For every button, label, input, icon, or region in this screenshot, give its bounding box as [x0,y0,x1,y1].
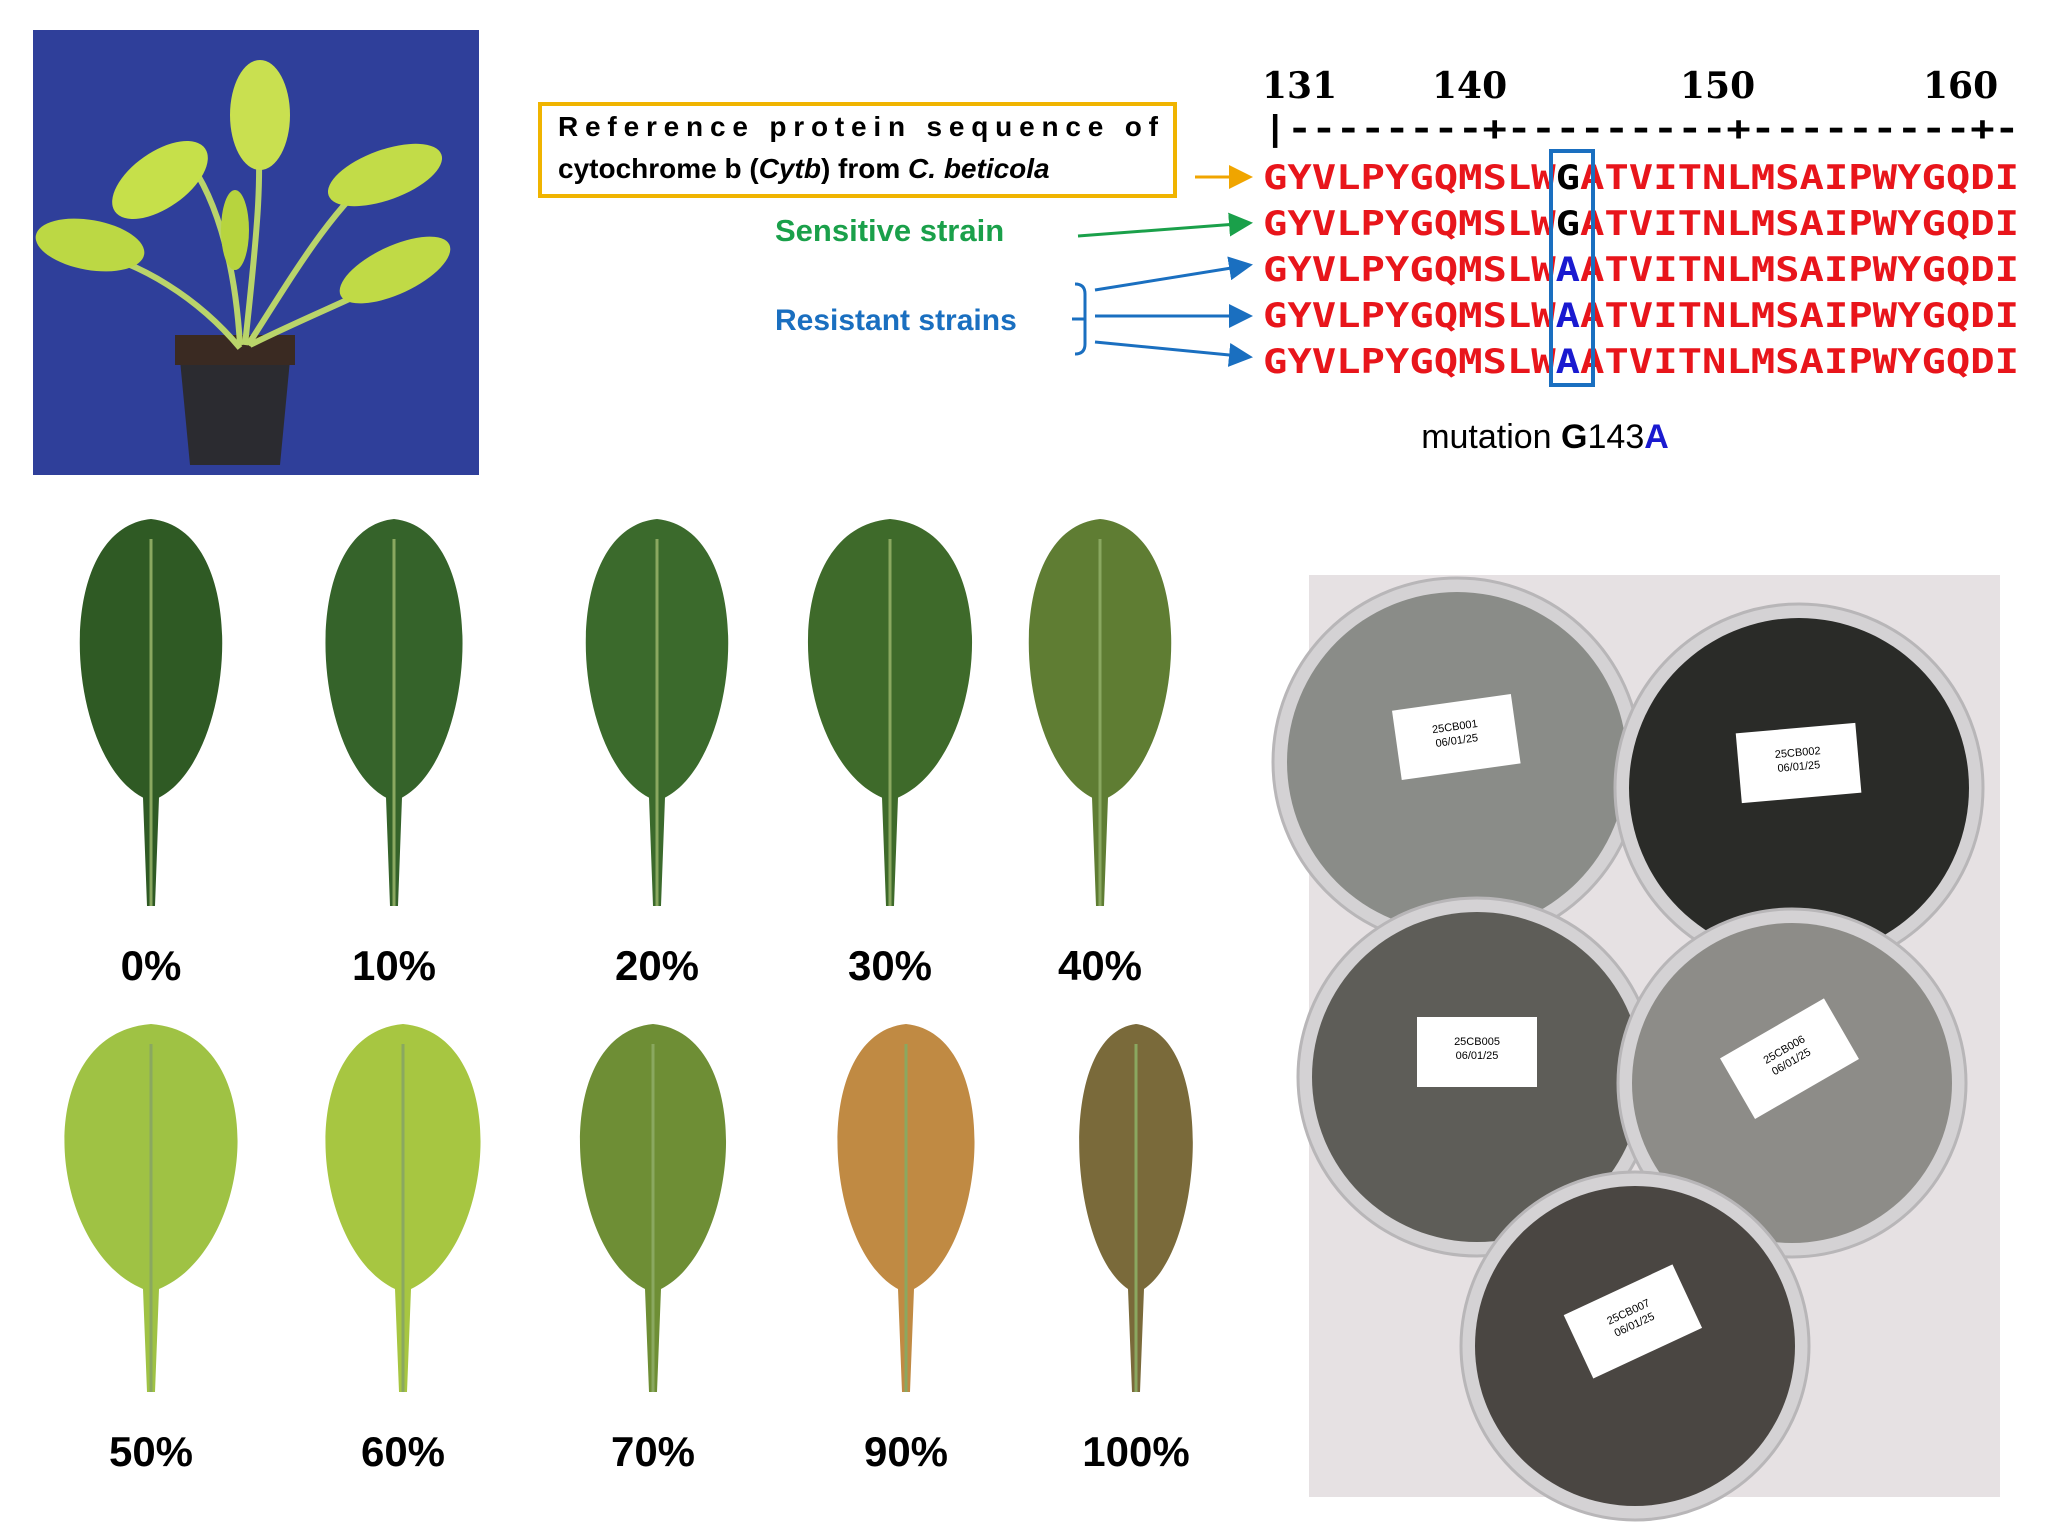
plate-label: 25CB005 06/01/25 [1417,1017,1537,1087]
mutation-position: 143 [1588,418,1645,456]
severity-label: 30% [848,942,932,989]
sequence-residue: A [1556,296,1580,336]
sequence-suffix: ATVITNLMSAIPWYGQDI [1580,204,2019,244]
severity-label: 100% [1082,1428,1189,1475]
plate-id: 25CB005 [1454,1036,1500,1048]
sequence-prefix: GYVLPYGQMSLW [1263,296,1556,336]
plate-label-card [1735,722,1862,804]
resistant-label: Resistant strains [775,304,1017,337]
plate-label-card [1720,998,1859,1119]
sequence-residue: G [1556,204,1580,244]
ruler-number: 160 [1923,65,1998,107]
arrow [1094,256,1253,292]
mutation-label: mutation G143A [1421,418,1669,456]
reference-label: cytochrome b (Cytb) from C. beticola [558,153,1050,184]
severity-label: 10% [352,942,436,989]
sequence-prefix: GYVLPYGQMSLW [1263,158,1556,198]
arrow [1094,340,1253,367]
ruler-number: 140 [1432,65,1507,107]
severity-label: 70% [611,1428,695,1475]
sequence-suffix: ATVITNLMSAIPWYGQDI [1580,342,2019,382]
reference-part: Cytb [759,153,821,184]
sequence-prefix: GYVLPYGQMSLW [1263,342,1556,382]
plate-date: 06/01/25 [1777,759,1821,775]
plate-label-card [1392,694,1521,781]
ruler: |--------+---------+---------+- [1263,109,2019,149]
bracket [1072,282,1087,356]
sequence-prefix: GYVLPYGQMSLW [1263,250,1556,290]
sequence-suffix: ATVITNLMSAIPWYGQDI [1580,250,2019,290]
mutation-from: G [1561,418,1587,456]
severity-label: 60% [361,1428,445,1475]
mutation-box [1549,149,1595,387]
leaf-panel: 0% 10% 20% 30% 40% 50% 60% 70% 90% 100% [64,519,1193,1475]
mutation-to: A [1644,418,1669,456]
ruler-number: 131 [1262,65,1337,107]
plate-id: 25CB002 [1774,745,1821,761]
sequence-residue: G [1556,158,1580,198]
sequence-residue: A [1556,342,1580,382]
sequence-rows: GYVLPYGQMSLW G ATVITNLMSAIPWYGQDIGYVLPYGQM… [1263,158,2019,382]
plate-date: 06/01/25 [1456,1050,1499,1062]
plates: 25CB00106/01/2525CB00206/01/2525CB00506/… [1271,576,1985,1522]
ruler-numbers: 131 140 150 160 [1262,65,1998,107]
severity-label: 90% [864,1428,948,1475]
reference-part: ) from [821,153,908,184]
severity-label: 50% [109,1428,193,1475]
reference-part: cytochrome b ( [558,153,759,184]
severity-label: 20% [615,942,699,989]
severity-label: 40% [1058,942,1142,989]
plate-label-card [1417,1017,1537,1087]
arrow [1077,212,1253,238]
sensitive-label: Sensitive strain [775,213,1004,248]
reference-part: C. beticola [908,153,1050,184]
sequence-prefix: GYVLPYGQMSLW [1263,204,1556,244]
sequence-suffix: ATVITNLMSAIPWYGQDI [1580,296,2019,336]
reference-label: Reference protein sequence of [558,111,1159,142]
plant-photo [33,30,479,475]
ruler-number: 150 [1680,65,1755,107]
sequence-residue: A [1556,250,1580,290]
reference-box [538,102,1177,198]
severity-label: 0% [121,942,182,989]
plate-label-card [1563,1264,1703,1379]
mutation-text: mutation [1421,418,1561,456]
plate-date: 06/01/25 [1435,732,1479,750]
sequence-suffix: ATVITNLMSAIPWYGQDI [1580,158,2019,198]
